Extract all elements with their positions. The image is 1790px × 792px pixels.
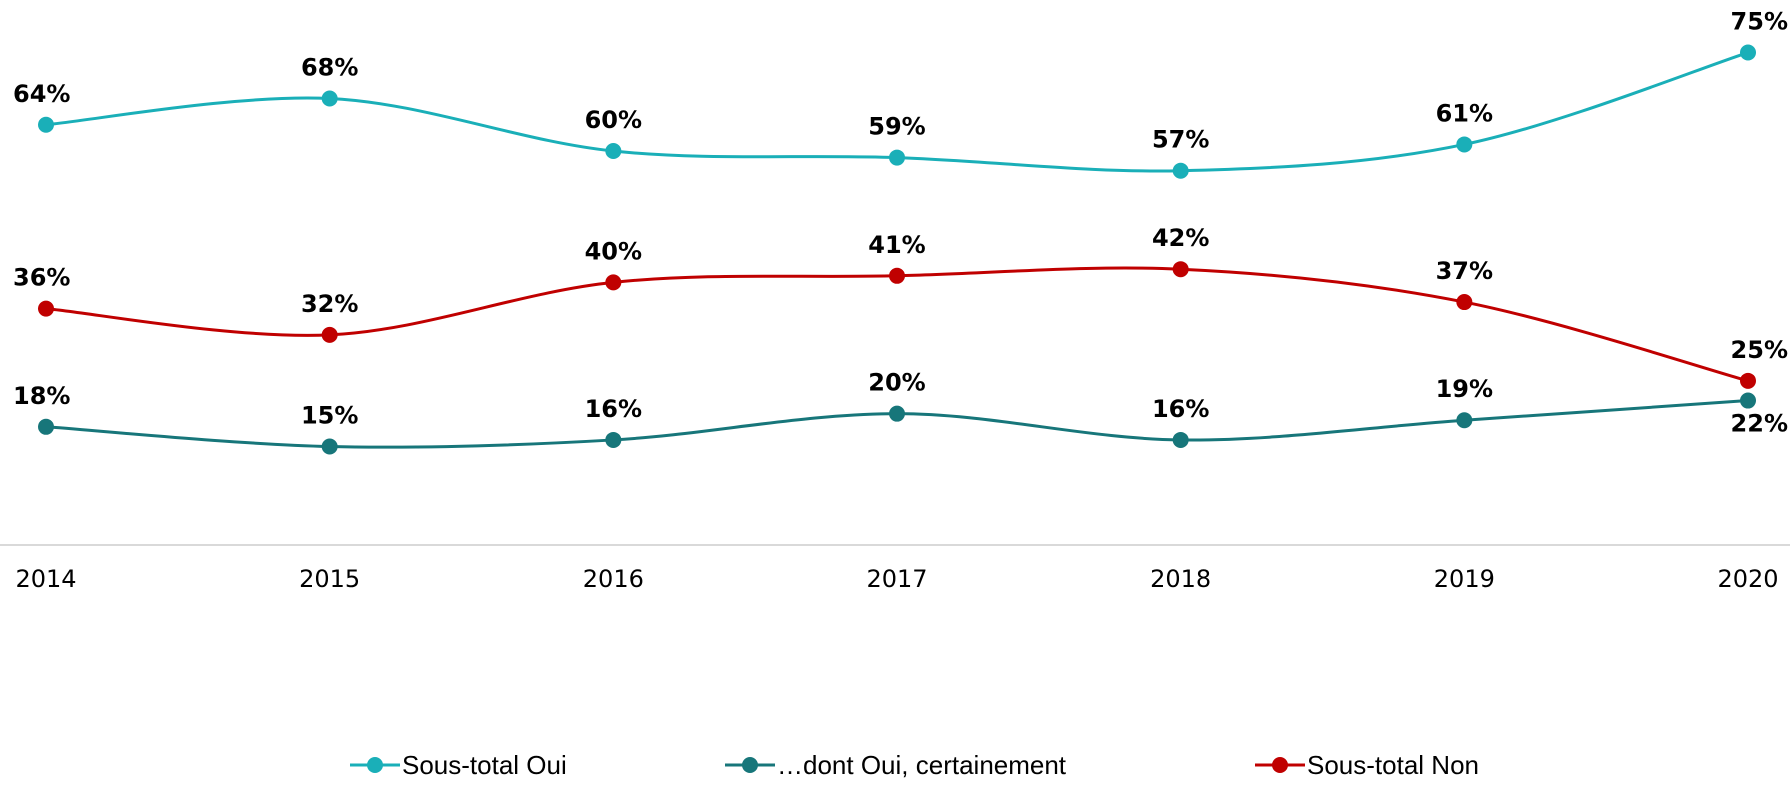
data-label: 16%: [1152, 395, 1209, 423]
data-point: [38, 300, 54, 317]
data-point: [605, 143, 622, 160]
data-point: [889, 149, 905, 166]
data-label: 25%: [1731, 336, 1788, 364]
data-label: 22%: [1731, 410, 1788, 438]
data-label: 68%: [301, 53, 358, 81]
data-point: [1456, 294, 1473, 311]
x-tick-label: 2015: [299, 565, 360, 593]
data-label: 32%: [301, 290, 358, 318]
data-point: [1172, 162, 1189, 179]
data-label: 15%: [301, 402, 358, 430]
x-tick-label: 2016: [583, 565, 644, 593]
data-point: [1740, 372, 1756, 389]
data-point: [38, 116, 54, 133]
data-label: 64%: [13, 80, 70, 108]
data-point: [1456, 412, 1473, 429]
legend-marker: [367, 757, 383, 773]
data-label: 37%: [1436, 257, 1493, 285]
legend-label: …dont Oui, certainement: [777, 750, 1067, 780]
x-tick-label: 2019: [1434, 565, 1495, 593]
x-tick-label: 2014: [15, 565, 76, 593]
data-label: 41%: [868, 231, 925, 259]
data-label: 59%: [868, 113, 925, 141]
data-label: 61%: [1436, 99, 1493, 127]
data-label: 57%: [1152, 126, 1209, 154]
data-label: 75%: [1731, 8, 1788, 36]
data-point: [1456, 136, 1473, 153]
legend-marker: [742, 757, 758, 773]
data-label: 40%: [585, 237, 642, 265]
data-label: 19%: [1436, 375, 1493, 403]
data-point: [321, 90, 338, 107]
data-point: [605, 431, 622, 448]
data-label: 20%: [868, 369, 925, 397]
data-point: [889, 267, 905, 284]
data-label: 42%: [1152, 224, 1209, 252]
data-point: [1172, 431, 1189, 448]
data-point: [321, 326, 338, 343]
legend-label: Sous-total Oui: [402, 750, 567, 780]
data-point: [1740, 392, 1756, 409]
data-point: [321, 438, 338, 455]
data-point: [889, 405, 905, 422]
data-point: [1740, 44, 1756, 61]
legend-marker: [1272, 757, 1288, 773]
data-point: [605, 274, 622, 291]
x-tick-label: 2018: [1150, 565, 1211, 593]
data-label: 18%: [13, 382, 70, 410]
x-tick-label: 2017: [866, 565, 927, 593]
data-label: 36%: [13, 264, 70, 292]
data-point: [1172, 261, 1189, 278]
legend-label: Sous-total Non: [1307, 750, 1479, 780]
data-label: 16%: [585, 395, 642, 423]
x-tick-label: 2020: [1717, 565, 1778, 593]
data-label: 60%: [585, 106, 642, 134]
data-point: [38, 418, 54, 435]
